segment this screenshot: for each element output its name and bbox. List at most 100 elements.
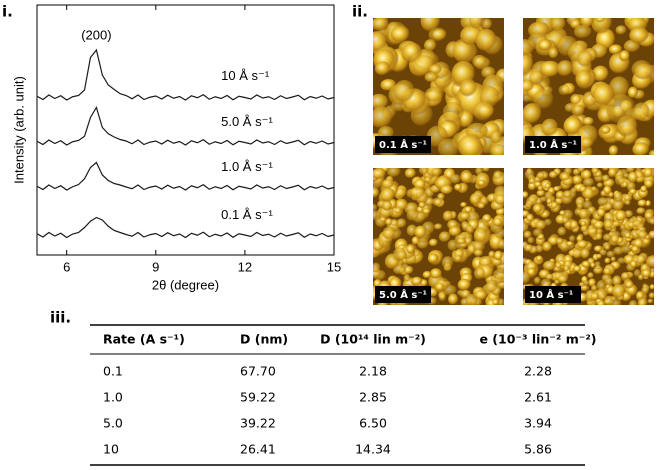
grain (591, 186, 598, 193)
table-cell: 14.34 (355, 442, 391, 457)
grain (631, 245, 640, 253)
grain (420, 18, 441, 32)
grain (472, 54, 487, 69)
grain (523, 53, 534, 77)
y-axis-label: Intensity (arb. unit) (11, 76, 26, 184)
grain (563, 265, 570, 272)
grain (469, 18, 486, 30)
grain (623, 193, 633, 202)
grain (396, 218, 407, 229)
table-cell: 0.1 (103, 364, 123, 379)
grain (606, 250, 616, 258)
grain (548, 171, 558, 179)
table-cell: 67.70 (240, 364, 276, 379)
grain (473, 267, 486, 280)
grain (410, 186, 425, 200)
grain (597, 300, 606, 305)
grain (438, 293, 447, 302)
grain (581, 260, 591, 268)
grain (382, 200, 393, 212)
grain (543, 260, 557, 271)
grain (448, 293, 459, 305)
grain (424, 71, 439, 83)
grain (382, 226, 396, 240)
grain (427, 253, 439, 264)
grain (576, 240, 589, 249)
afm-image: 5.0 Å s⁻¹ (373, 168, 504, 305)
grain (469, 193, 481, 206)
grain (406, 209, 420, 222)
grain (578, 208, 589, 220)
grain (641, 269, 652, 278)
grain (594, 261, 601, 268)
grain (472, 240, 486, 253)
grain (649, 218, 654, 225)
table-cell: 6.50 (359, 416, 387, 431)
xrd-trace (36, 106, 335, 146)
grain (597, 197, 609, 207)
grain (599, 249, 608, 256)
grain (596, 253, 602, 259)
grain (492, 268, 504, 281)
grain (460, 170, 473, 183)
grain (440, 184, 454, 195)
grain (604, 277, 615, 287)
grain (492, 217, 503, 228)
grain (594, 245, 603, 253)
xrd-trace (36, 48, 335, 101)
grain (640, 185, 648, 193)
grain (580, 220, 587, 227)
grain (602, 174, 610, 182)
grain (396, 250, 408, 261)
grain (636, 254, 646, 265)
grain (569, 235, 576, 243)
table-cell: 2.28 (524, 364, 552, 379)
grain (559, 210, 566, 216)
grain (473, 100, 495, 122)
grain (373, 203, 378, 212)
grain (632, 219, 642, 228)
grain (373, 106, 393, 129)
grain (590, 292, 600, 301)
grain (586, 227, 599, 237)
grain (527, 236, 535, 244)
grain (475, 28, 497, 52)
grain (482, 168, 490, 173)
plot-frame (36, 4, 335, 256)
x-tick-label: 12 (238, 259, 252, 274)
grain (582, 188, 595, 200)
grain (393, 79, 415, 103)
grain (403, 274, 411, 282)
afm-image: 1.0 Å s⁻¹ (523, 18, 654, 155)
grain (587, 272, 594, 279)
table-cell: 26.41 (240, 442, 276, 457)
grain (613, 191, 624, 203)
grain (459, 212, 471, 221)
grain (485, 279, 499, 293)
grain (456, 237, 467, 245)
grain (576, 69, 593, 88)
grain (577, 168, 586, 173)
grain (619, 50, 630, 62)
grain (424, 39, 437, 52)
xrd-trace (36, 161, 335, 191)
grain (438, 231, 451, 243)
grain (615, 210, 627, 222)
grain (527, 267, 536, 277)
label-box (525, 286, 581, 303)
grain (411, 276, 423, 287)
grain (555, 262, 562, 269)
grain (557, 226, 567, 237)
grain (432, 197, 443, 207)
grain (448, 226, 462, 237)
grain (390, 219, 399, 227)
grain (625, 280, 634, 289)
image-label: 5.0 Å s⁻¹ (379, 288, 427, 301)
legend-label: 1.0 Å s⁻¹ (221, 159, 273, 174)
grain (615, 25, 627, 35)
grain (539, 60, 561, 78)
table-header: e (10⁻³ lin⁻² m⁻²) (479, 332, 596, 347)
table-cell: 3.94 (524, 416, 552, 431)
grain (526, 213, 534, 223)
